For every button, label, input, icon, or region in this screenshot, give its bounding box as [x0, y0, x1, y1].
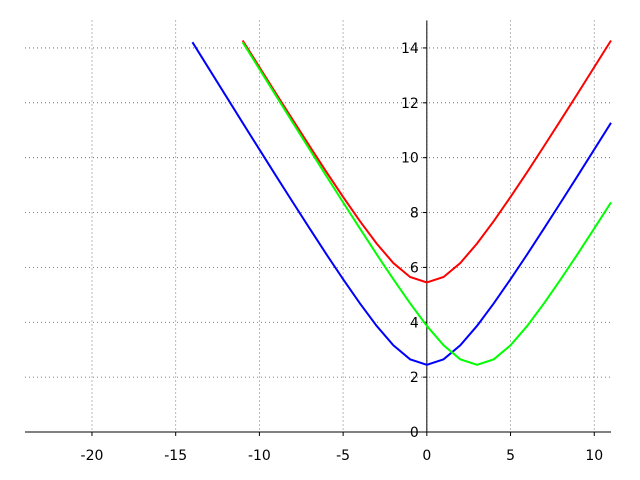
x-tick-label: -15 [164, 448, 187, 464]
series-line [191, 41, 612, 366]
y-tick-label: 14 [401, 41, 419, 57]
series-line [241, 41, 612, 366]
x-tick-label: -5 [336, 448, 350, 464]
x-tick-label: -10 [248, 448, 271, 464]
y-tick-label: 4 [410, 315, 419, 331]
x-tick-label: 10 [585, 448, 603, 464]
y-tick-label: 2 [410, 370, 419, 386]
y-tick-label: 10 [401, 151, 419, 167]
y-tick-label: 12 [401, 96, 419, 112]
x-tick-label: -20 [81, 448, 104, 464]
series-line [241, 39, 612, 284]
x-tick-label: 5 [506, 448, 515, 464]
y-tick-label: 0 [410, 425, 419, 441]
y-tick-label: 6 [410, 260, 419, 276]
x-tick-label: 0 [422, 448, 431, 464]
y-tick-label: 8 [410, 206, 419, 222]
